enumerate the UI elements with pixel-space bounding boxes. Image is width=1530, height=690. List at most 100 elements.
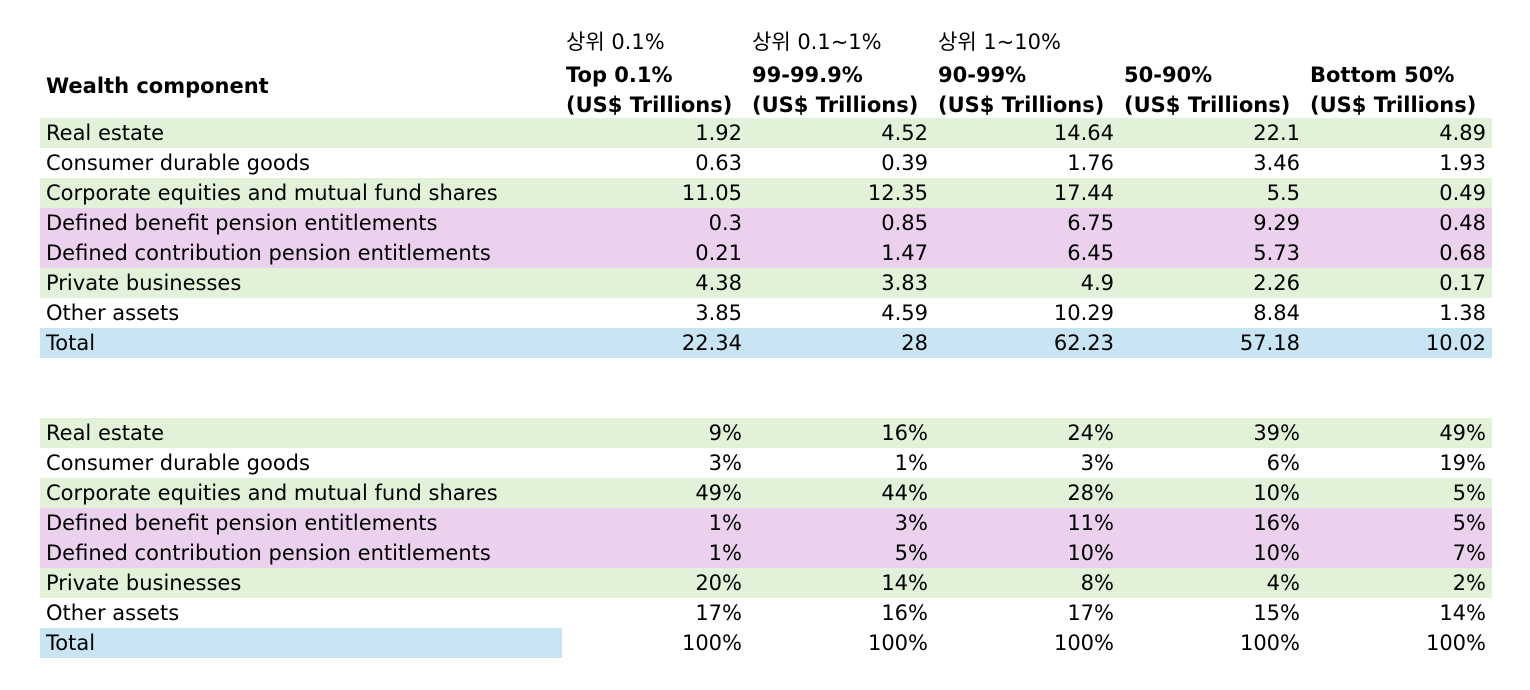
cell-value: 8% bbox=[1080, 571, 1114, 595]
table-row: Defined contribution pension entitlement… bbox=[40, 238, 1492, 268]
cell-value: 49% bbox=[1439, 421, 1486, 445]
amounts-table: Real estate 1.92 4.52 14.64 22.1 4.89 Consumer… bbox=[40, 118, 1492, 358]
table-row: Private businesses 4.38 3.83 4.9 2.26 0.17 bbox=[40, 268, 1492, 298]
cell-value: 12.35 bbox=[867, 181, 928, 205]
cell-value: 1.38 bbox=[1439, 301, 1486, 325]
column-header-bottom-50: Bottom 50% (US$ Trillions) bbox=[1310, 63, 1477, 117]
cell-value: 1.93 bbox=[1439, 151, 1486, 175]
cell-value: 10.02 bbox=[1425, 331, 1486, 355]
table-row: Real estate 1.92 4.52 14.64 22.1 4.89 bbox=[40, 118, 1492, 148]
row-label: Corporate equities and mutual fund share… bbox=[46, 181, 498, 205]
cell-value: 2.26 bbox=[1253, 271, 1300, 295]
cell-value: 5.73 bbox=[1253, 241, 1300, 265]
cell-value: 4.52 bbox=[881, 121, 928, 145]
cell-value: 10% bbox=[1067, 541, 1114, 565]
korean-header-top-0-1: 상위 0.1% bbox=[566, 30, 665, 54]
cell-value: 16% bbox=[881, 601, 928, 625]
cell-value: 11.05 bbox=[681, 181, 742, 205]
table-row: Private businesses 20% 14% 8% 4% 2% bbox=[40, 568, 1492, 598]
cell-value: 3% bbox=[1080, 451, 1114, 475]
cell-value: 0.39 bbox=[881, 151, 928, 175]
cell-value: 0.85 bbox=[881, 211, 928, 235]
cell-value: 100% bbox=[1239, 631, 1300, 655]
cell-value: 4% bbox=[1266, 571, 1300, 595]
cell-value: 15% bbox=[1253, 601, 1300, 625]
cell-value: 49% bbox=[695, 481, 742, 505]
cell-value: 4.9 bbox=[1080, 271, 1114, 295]
cell-value: 3.46 bbox=[1253, 151, 1300, 175]
row-label: Private businesses bbox=[46, 271, 242, 295]
cell-value: 44% bbox=[881, 481, 928, 505]
cell-value: 14.64 bbox=[1053, 121, 1114, 145]
cell-value: 0.3 bbox=[708, 211, 742, 235]
cell-value: 4.38 bbox=[695, 271, 742, 295]
cell-value: 4.89 bbox=[1439, 121, 1486, 145]
cell-value: 0.17 bbox=[1439, 271, 1486, 295]
cell-value: 16% bbox=[881, 421, 928, 445]
row-label: Defined benefit pension entitlements bbox=[46, 211, 438, 235]
row-label: Total bbox=[46, 631, 96, 655]
cell-value: 1.76 bbox=[1067, 151, 1114, 175]
cell-value: 10% bbox=[1253, 481, 1300, 505]
cell-value: 3% bbox=[708, 451, 742, 475]
cell-value: 22.1 bbox=[1253, 121, 1300, 145]
korean-header-1-to-10: 상위 1~10% bbox=[938, 30, 1061, 54]
cell-value: 1.92 bbox=[695, 121, 742, 145]
row-label: Consumer durable goods bbox=[46, 451, 310, 475]
table-row: Total 22.34 28 62.23 57.18 10.02 bbox=[40, 328, 1492, 358]
cell-value: 3.85 bbox=[695, 301, 742, 325]
cell-value: 19% bbox=[1439, 451, 1486, 475]
cell-value: 22.34 bbox=[681, 331, 742, 355]
cell-value: 3.83 bbox=[881, 271, 928, 295]
row-label: Other assets bbox=[46, 601, 180, 625]
cell-value: 10% bbox=[1253, 541, 1300, 565]
korean-header-0-1-to-1: 상위 0.1~1% bbox=[752, 30, 882, 54]
cell-value: 5% bbox=[894, 541, 928, 565]
row-label: Defined benefit pension entitlements bbox=[46, 511, 438, 535]
cell-value: 28% bbox=[1067, 481, 1114, 505]
cell-value: 100% bbox=[1425, 631, 1486, 655]
table-row: Defined contribution pension entitlement… bbox=[40, 538, 1492, 568]
row-label: Real estate bbox=[46, 421, 165, 445]
cell-value: 11% bbox=[1067, 511, 1114, 535]
cell-value: 0.48 bbox=[1439, 211, 1486, 235]
cell-value: 5.5 bbox=[1266, 181, 1300, 205]
cell-value: 1% bbox=[708, 541, 742, 565]
cell-value: 2% bbox=[1452, 571, 1486, 595]
cell-value: 14% bbox=[1439, 601, 1486, 625]
table-row: Real estate 9% 16% 24% 39% 49% bbox=[40, 418, 1492, 448]
cell-value: 24% bbox=[1067, 421, 1114, 445]
cell-value: 7% bbox=[1452, 541, 1486, 565]
column-header-90-99: 90-99% (US$ Trillions) bbox=[938, 63, 1105, 117]
cell-value: 1% bbox=[708, 511, 742, 535]
row-label: Total bbox=[46, 331, 96, 355]
cell-value: 100% bbox=[681, 631, 742, 655]
shares-table: Real estate 9% 16% 24% 39% 49% Consumer durabl… bbox=[40, 418, 1492, 658]
cell-value: 57.18 bbox=[1239, 331, 1300, 355]
cell-value: 6.45 bbox=[1067, 241, 1114, 265]
cell-value: 0.21 bbox=[695, 241, 742, 265]
cell-value: 0.63 bbox=[695, 151, 742, 175]
row-label: Private businesses bbox=[46, 571, 242, 595]
column-header-row: Wealth component Top 0.1% (US$ Trillions… bbox=[40, 58, 1492, 118]
row-label: Corporate equities and mutual fund share… bbox=[46, 481, 498, 505]
column-header-50-90: 50-90% (US$ Trillions) bbox=[1124, 63, 1291, 117]
table-row: Corporate equities and mutual fund share… bbox=[40, 178, 1492, 208]
column-header-99-99-9: 99-99.9% (US$ Trillions) bbox=[752, 63, 919, 117]
row-label: Other assets bbox=[46, 301, 180, 325]
row-label: Consumer durable goods bbox=[46, 151, 310, 175]
table-row: Consumer durable goods 0.63 0.39 1.76 3.46 1.… bbox=[40, 148, 1492, 178]
row-label: Real estate bbox=[46, 121, 165, 145]
cell-value: 5% bbox=[1452, 481, 1486, 505]
cell-value: 100% bbox=[867, 631, 928, 655]
cell-value: 14% bbox=[881, 571, 928, 595]
table-row: Total 100% 100% 100% 100% 100% bbox=[40, 628, 1492, 658]
table-row: Other assets 17% 16% 17% 15% 14% bbox=[40, 598, 1492, 628]
cell-value: 100% bbox=[1053, 631, 1114, 655]
cell-value: 6.75 bbox=[1067, 211, 1114, 235]
cell-value: 9% bbox=[708, 421, 742, 445]
row-label: Defined contribution pension entitlement… bbox=[46, 541, 491, 565]
korean-header-row: 상위 0.1% 상위 0.1~1% 상위 1~10% bbox=[40, 22, 1492, 56]
table-row: Corporate equities and mutual fund share… bbox=[40, 478, 1492, 508]
table-row: Defined benefit pension entitlements 1% 3%… bbox=[40, 508, 1492, 538]
